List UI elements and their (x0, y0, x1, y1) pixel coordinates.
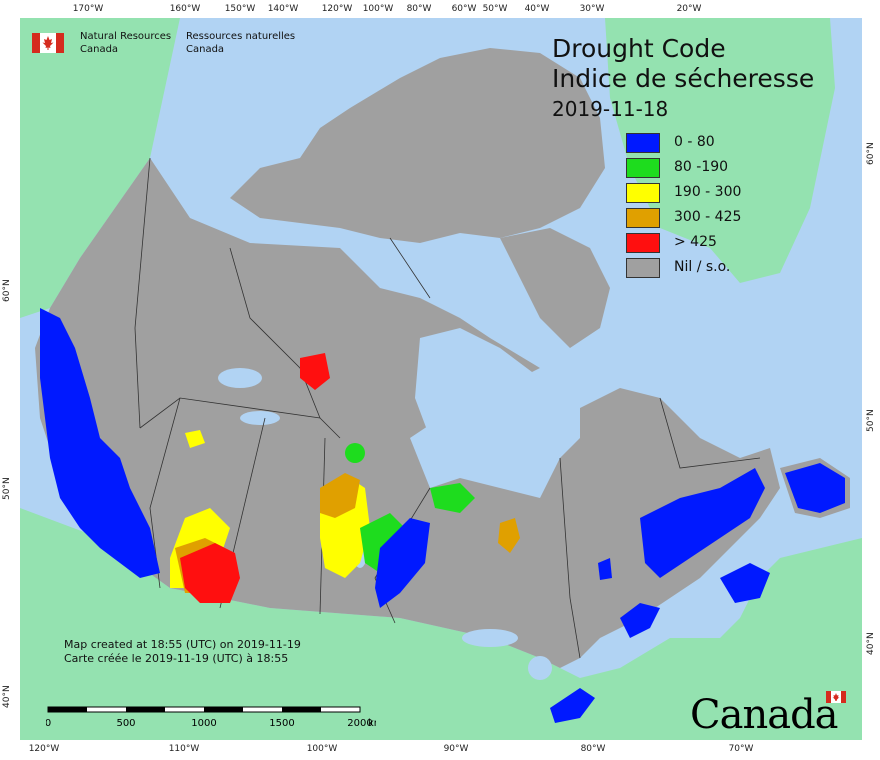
legend-label: Nil / s.o. (674, 259, 731, 275)
ontario-orange-patch (498, 518, 520, 553)
alaska-land (20, 18, 180, 318)
legend-label: > 425 (674, 234, 717, 250)
mid-quebec-blue (598, 558, 612, 580)
agency-name-fr-line2: Canada (186, 44, 225, 55)
scale-label: 1000 (191, 718, 216, 729)
arctic-islands (230, 48, 605, 243)
graticule-top-3: 140°W (267, 4, 299, 14)
scale-label: 0 (46, 718, 51, 729)
quebec-blue (640, 468, 765, 578)
hudson-bay (415, 328, 560, 488)
hudson-green (430, 483, 475, 513)
graticule-bottom-0: 120°W (28, 744, 60, 754)
legend-swatch (626, 183, 660, 203)
legend-swatch (626, 158, 660, 178)
graticule-top-8: 50°W (482, 4, 508, 14)
maritimes-blue (720, 563, 770, 603)
manitoba-orange (320, 473, 360, 518)
graticule-left-0: 60°N (2, 279, 12, 302)
great-slave-lake (240, 411, 280, 425)
usa-land (20, 508, 862, 740)
graticule-bottom-1: 110°W (168, 744, 200, 754)
lake-huron (528, 656, 552, 680)
graticule-bottom-5: 70°W (728, 744, 754, 754)
graticule-top-6: 80°W (406, 4, 432, 14)
bc-coast-low (40, 308, 160, 578)
prairie-red (180, 543, 240, 603)
map-date: 2019-11-18 (552, 97, 669, 121)
graticule-left-2: 40°N (2, 685, 12, 708)
nwt-red (300, 353, 330, 390)
graticule-top-2: 150°W (224, 4, 256, 14)
quebec-south-blue (620, 603, 660, 638)
scale-label: 500 (116, 718, 135, 729)
title-english: Drought Code (552, 34, 726, 63)
newfoundland-blue (785, 463, 845, 513)
graticule-bottom-3: 90°W (443, 744, 469, 754)
graticule-top-11: 20°W (676, 4, 702, 14)
scale-label: 1500 (269, 718, 294, 729)
drought-code-map (20, 18, 862, 740)
agency-name-fr-line1: Ressources naturelles (186, 31, 296, 42)
legend-swatch (626, 208, 660, 228)
graticule-top-5: 100°W (362, 4, 394, 14)
title-french: Indice de sécheresse (552, 64, 815, 93)
map-title: Drought Code Indice de sécheresse 2019-1… (552, 34, 814, 124)
graticule-bottom-2: 100°W (306, 744, 338, 754)
creation-note-fr: Carte créée le 2019-11-19 (UTC) à 18:55 (64, 652, 289, 665)
canada-flag-icon (32, 33, 64, 53)
baffin-island (500, 228, 610, 348)
graticule-top-7: 60°W (451, 4, 477, 14)
graticule-top-10: 30°W (579, 4, 605, 14)
creation-note-en: Map created at 18:55 (UTC) on 2019-11-19 (64, 638, 301, 651)
legend-swatch (626, 258, 660, 278)
legend-label: 300 - 425 (674, 209, 742, 225)
legend-label: 80 -190 (674, 159, 729, 175)
scale-unit: km (368, 718, 376, 729)
great-bear-lake (218, 368, 262, 388)
graticule-left-1: 50°N (2, 477, 12, 500)
graticule-right-0: 60°N (866, 142, 876, 165)
legend-swatch (626, 233, 660, 253)
greenland-land (605, 18, 835, 283)
legend-label: 0 - 80 (674, 134, 715, 150)
agency-name-fr: Ressources naturelles Canada (186, 30, 326, 56)
alberta-yellow-patch (185, 430, 205, 448)
wordmark-text: Canada (690, 692, 839, 738)
legend-swatch (626, 133, 660, 153)
graticule-bottom-4: 80°W (580, 744, 606, 754)
legend-label: 190 - 300 (674, 184, 742, 200)
agency-name-en: Natural Resources Canada (80, 30, 190, 56)
canada-wordmark: Canada (690, 688, 850, 738)
scale-label: 2000 (347, 718, 372, 729)
north-manitoba-green (345, 443, 365, 463)
creation-note: Map created at 18:55 (UTC) on 2019-11-19… (64, 638, 301, 666)
ontario-south-blue (550, 688, 595, 723)
wordmark-flag-icon (826, 691, 846, 703)
graticule-top-1: 160°W (169, 4, 201, 14)
agency-name-en-line2: Canada (80, 44, 119, 55)
graticule-right-1: 50°N (866, 409, 876, 432)
graticule-right-2: 40°N (866, 632, 876, 655)
scale-bar: 0 500 1000 1500 2000 km (46, 706, 376, 729)
graticule-top-4: 120°W (321, 4, 353, 14)
graticule-top-0: 170°W (72, 4, 104, 14)
lake-superior (462, 629, 518, 647)
ontario-blue (375, 518, 430, 608)
graticule-top-9: 40°W (524, 4, 550, 14)
agency-name-en-line1: Natural Resources (80, 31, 172, 42)
